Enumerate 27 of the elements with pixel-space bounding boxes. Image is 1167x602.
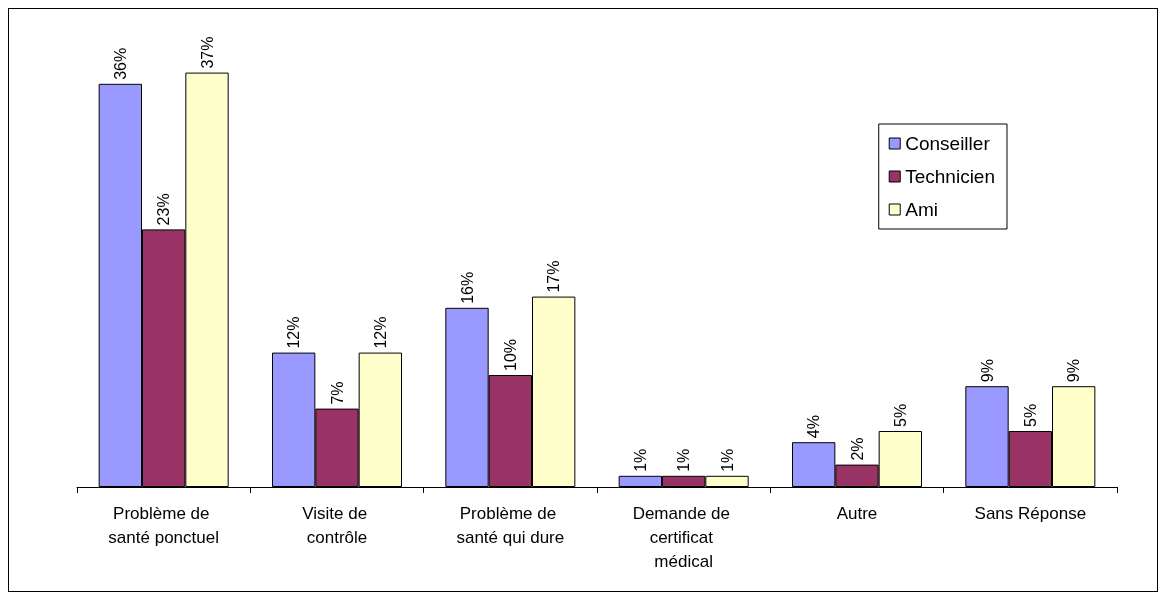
data-label: 23% <box>155 193 173 226</box>
data-label: 12% <box>285 316 303 349</box>
data-label: 9% <box>1065 359 1083 383</box>
x-tick-label: Demande de certificat médical <box>632 503 735 571</box>
x-tick-label: Autre <box>836 503 878 523</box>
data-label: 1% <box>675 448 693 472</box>
data-label: 7% <box>328 381 346 405</box>
x-tick-label: Problème de santé qui dure <box>456 503 565 547</box>
x-tick-label: Problème de santé ponctuel <box>108 503 219 547</box>
data-label: 4% <box>805 415 823 439</box>
data-label: 1% <box>631 448 649 472</box>
data-label: 17% <box>545 260 563 293</box>
data-label: 36% <box>111 47 129 80</box>
data-label: 12% <box>371 316 389 349</box>
legend-label: Conseiller <box>905 133 991 154</box>
data-label: 5% <box>1021 403 1039 427</box>
legend-label: Ami <box>905 199 938 220</box>
data-label: 9% <box>978 359 996 383</box>
legend-label: Technicien <box>905 166 995 187</box>
data-label: 37% <box>198 36 216 69</box>
data-label: 5% <box>891 403 909 427</box>
data-label: 10% <box>501 338 519 371</box>
x-tick-label: Sans Réponse <box>974 503 1087 523</box>
data-label: 1% <box>718 448 736 472</box>
data-label: 2% <box>848 437 866 461</box>
data-label: 16% <box>458 271 476 304</box>
x-tick-label: Visite de contrôle <box>302 503 372 547</box>
